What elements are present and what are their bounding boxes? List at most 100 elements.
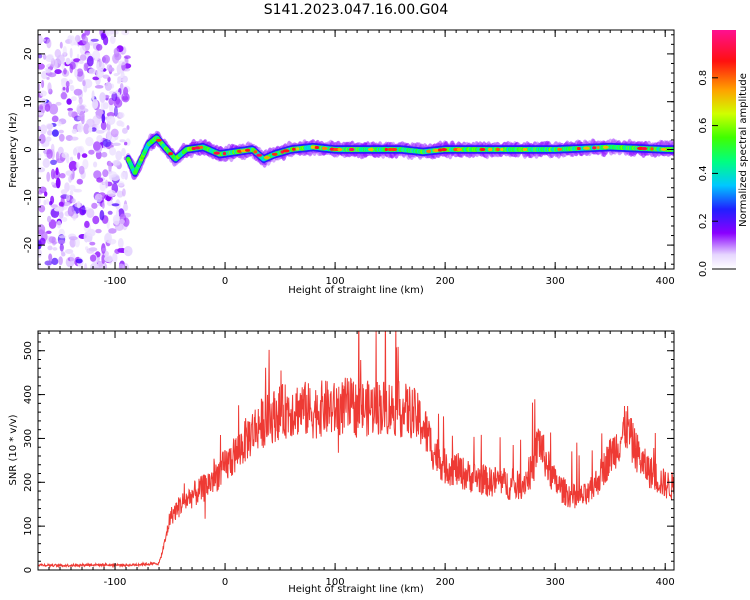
ridge-peak [500,147,504,152]
noise-blob [70,173,74,181]
noise-blob [102,74,110,79]
noise-blob [55,101,62,106]
noise-blob [104,81,112,91]
noise-blob [88,126,93,133]
noise-blob [68,160,78,172]
noise-blob [56,220,62,229]
noise-blob [99,181,107,192]
chart-title: S141.2023.047.16.00.G04 [264,2,449,18]
ridge-peak [641,147,648,151]
noise-blob [112,159,121,166]
ridge-peak [310,145,316,149]
x-tick-label: 0 [222,276,228,287]
noise-blob [71,198,76,204]
ridge-peak [222,152,227,156]
noise-blob [91,127,97,132]
noise-blob [38,153,42,159]
noise-blob [59,41,63,49]
noise-blob [111,142,121,146]
noise-blob [86,228,96,237]
noise-blob [44,260,53,266]
noise-blob [45,54,54,63]
ridge-peak [384,147,388,152]
ridge-peak [348,147,355,152]
noise-blob [61,60,66,70]
noise-blob [86,118,95,128]
noise-blob [59,211,64,219]
noise-blob [118,263,125,269]
noise-blob [96,44,103,51]
noise-blob [118,60,126,66]
noise-blob [124,141,128,146]
noise-blob [99,92,106,103]
noise-blob [45,68,52,74]
ridge-peak [256,153,263,157]
noise-blob [106,129,112,141]
ridge-peak [156,138,162,142]
noise-blob [69,253,76,263]
noise-blob [46,148,53,159]
noise-blob [38,133,46,144]
noise-blob [47,130,53,136]
y-tick-label: 0 [23,146,34,152]
noise-blob [105,232,112,244]
noise-blob [38,224,46,235]
noise-blob [119,139,126,143]
noise-blob [94,85,104,89]
noise-blob [78,96,83,105]
noise-blob [121,147,126,157]
ridge-peak [522,147,528,152]
noise-blob [115,150,123,161]
noise-blob [85,52,91,57]
noise-blob [58,129,64,134]
ridge-peak [390,147,398,152]
noise-blob [69,35,76,46]
noise-blob [108,161,112,172]
ridge-peak [271,152,278,156]
noise-blob [50,195,55,205]
noise-blob [91,99,99,110]
noise-blob [63,68,67,75]
noise-blob [76,178,84,185]
noise-blob [51,129,59,137]
noise-blob [59,243,64,252]
noise-blob [99,210,105,221]
ridge-peak [263,156,270,160]
noise-blob [57,239,66,245]
noise-blob [114,223,124,231]
noise-blob [46,230,52,234]
noise-blob [86,55,94,67]
noise-blob [98,58,102,68]
noise-blob [106,189,116,197]
noise-blob [113,47,120,58]
noise-blob [48,253,53,262]
noise-blob [69,61,76,70]
noise-blob [107,210,113,215]
ridge-peak [596,146,600,150]
noise-blob [75,258,83,264]
noise-blob [101,151,108,158]
ridge-peak [495,147,500,152]
noise-blob [113,98,123,108]
noise-blob [81,204,86,214]
noise-blob [84,220,90,228]
snr-panel: -100 0 100 200 300 400 0 100 200 300 400 500 Height… [8,330,675,595]
noise-blob [123,86,129,97]
ridge-peak [337,147,343,152]
noise-blob [69,238,76,248]
noise-blob [81,153,88,158]
ridge-peak [333,147,340,152]
noise-blob [101,247,107,252]
colorbar-label: Normalized spectral amplitude [738,73,749,227]
noise-blob [78,60,84,64]
ridge-peak [441,148,447,152]
noise-blob [96,177,104,183]
noise-blob [62,86,66,91]
noise-blob [83,64,89,72]
colorbar-tick-label: 0.0 [698,261,709,277]
noise-blob [67,205,75,217]
ridge-peak [453,147,459,152]
noise-blob [92,215,100,225]
noise-blob [95,130,105,134]
